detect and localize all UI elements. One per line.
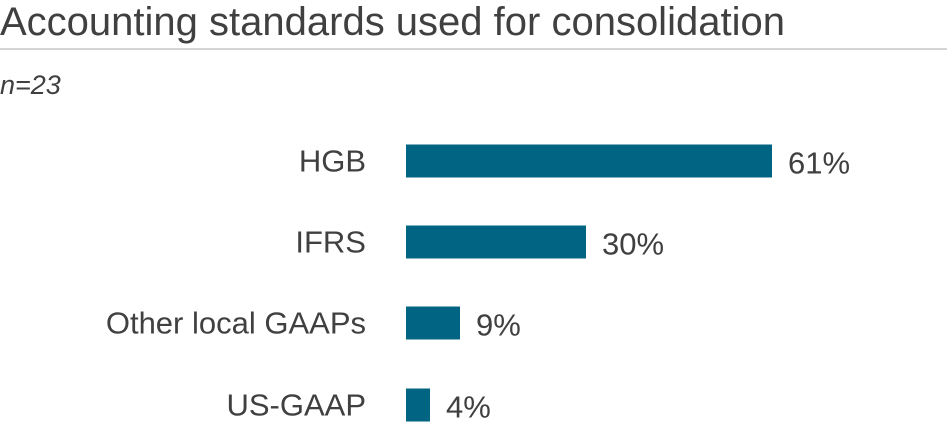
- bar-other-local-gaaps: [406, 306, 460, 340]
- value-label-other-local-gaaps: 9%: [476, 308, 521, 343]
- chart-title: Accounting standards used for consolidat…: [0, 0, 785, 44]
- category-label-us-gaap: US-GAAP: [226, 388, 366, 423]
- value-label-ifrs: 30%: [602, 227, 664, 262]
- value-label-us-gaap: 4%: [446, 390, 491, 425]
- category-label-hgb: HGB: [299, 144, 366, 179]
- value-label-hgb: 61%: [788, 146, 850, 181]
- title-divider: [0, 48, 947, 50]
- bar-ifrs: [406, 225, 586, 259]
- bar-hgb: [406, 144, 772, 178]
- category-label-ifrs: IFRS: [295, 225, 366, 260]
- bars-group: [406, 144, 772, 422]
- bar-us-gaap: [406, 388, 430, 422]
- value-labels-group: 61% 30% 9% 4%: [446, 146, 850, 425]
- category-labels-group: HGB IFRS Other local GAAPs US-GAAP: [106, 144, 366, 423]
- category-label-other-local-gaaps: Other local GAAPs: [106, 306, 366, 341]
- chart-subtitle: n=23: [0, 70, 61, 100]
